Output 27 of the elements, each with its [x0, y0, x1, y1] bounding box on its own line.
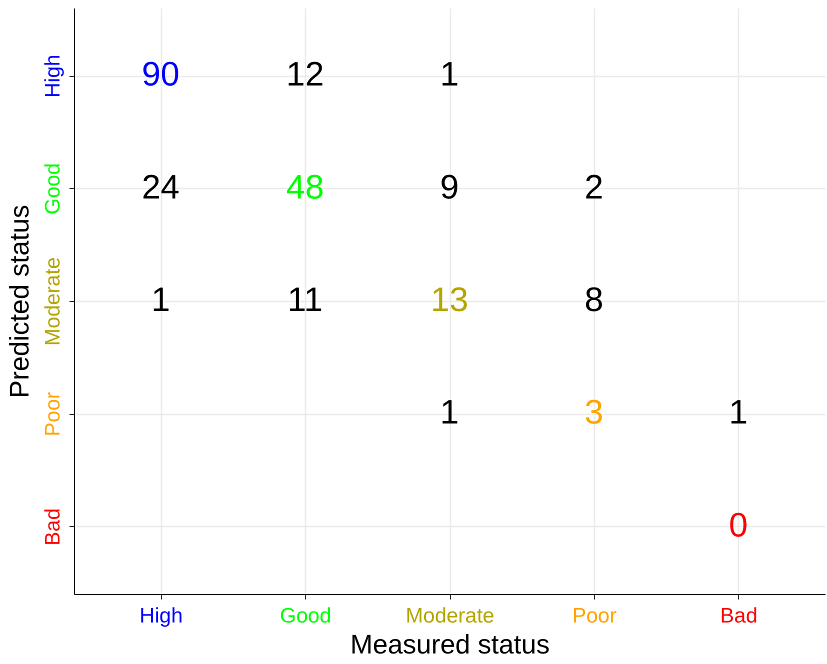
y-tick-label: Moderate	[42, 257, 64, 346]
x-tick-label: Bad	[720, 604, 758, 628]
data-label: 3	[584, 394, 604, 432]
data-label: 11	[287, 281, 323, 319]
data-label: 1	[151, 281, 170, 319]
data-label: 9	[440, 168, 459, 206]
data-label: 12	[286, 56, 324, 94]
data-label: 1	[728, 394, 748, 432]
data-label: 90	[142, 56, 180, 94]
data-label: 0	[728, 506, 748, 544]
y-tick-label: Bad	[42, 508, 64, 546]
data-label: 1	[440, 394, 459, 432]
data-label: 24	[142, 168, 180, 206]
x-tick-label: Good	[280, 604, 332, 628]
data-label: 48	[286, 168, 324, 206]
data-label: 8	[584, 281, 604, 319]
y-axis-title: Predicted status	[4, 204, 34, 398]
x-tick-label: Moderate	[406, 604, 494, 628]
x-axis-title: Measured status	[350, 630, 550, 660]
x-tick-label: Poor	[572, 604, 617, 628]
y-tick-label: Poor	[42, 392, 64, 436]
data-label: 1	[440, 56, 459, 94]
data-label: 13	[430, 281, 468, 319]
data-label: 2	[584, 168, 604, 206]
y-tick-label: High	[42, 54, 64, 98]
x-tick-label: High	[140, 604, 183, 628]
y-tick-label: Good	[42, 163, 64, 214]
